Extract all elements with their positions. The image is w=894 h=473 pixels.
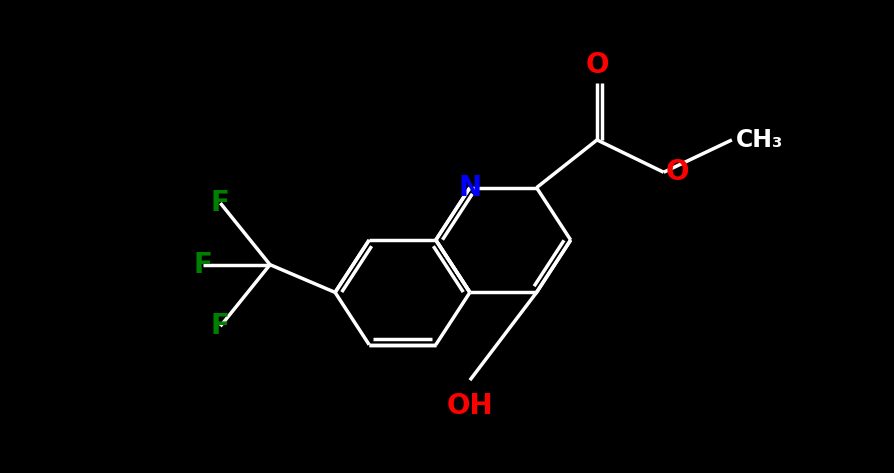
Text: CH₃: CH₃	[735, 128, 782, 152]
Text: F: F	[194, 251, 213, 279]
Text: OH: OH	[446, 392, 493, 420]
Text: N: N	[458, 174, 481, 201]
Text: F: F	[211, 312, 230, 340]
Text: O: O	[664, 158, 688, 186]
Text: F: F	[211, 189, 230, 217]
Text: O: O	[585, 51, 608, 79]
